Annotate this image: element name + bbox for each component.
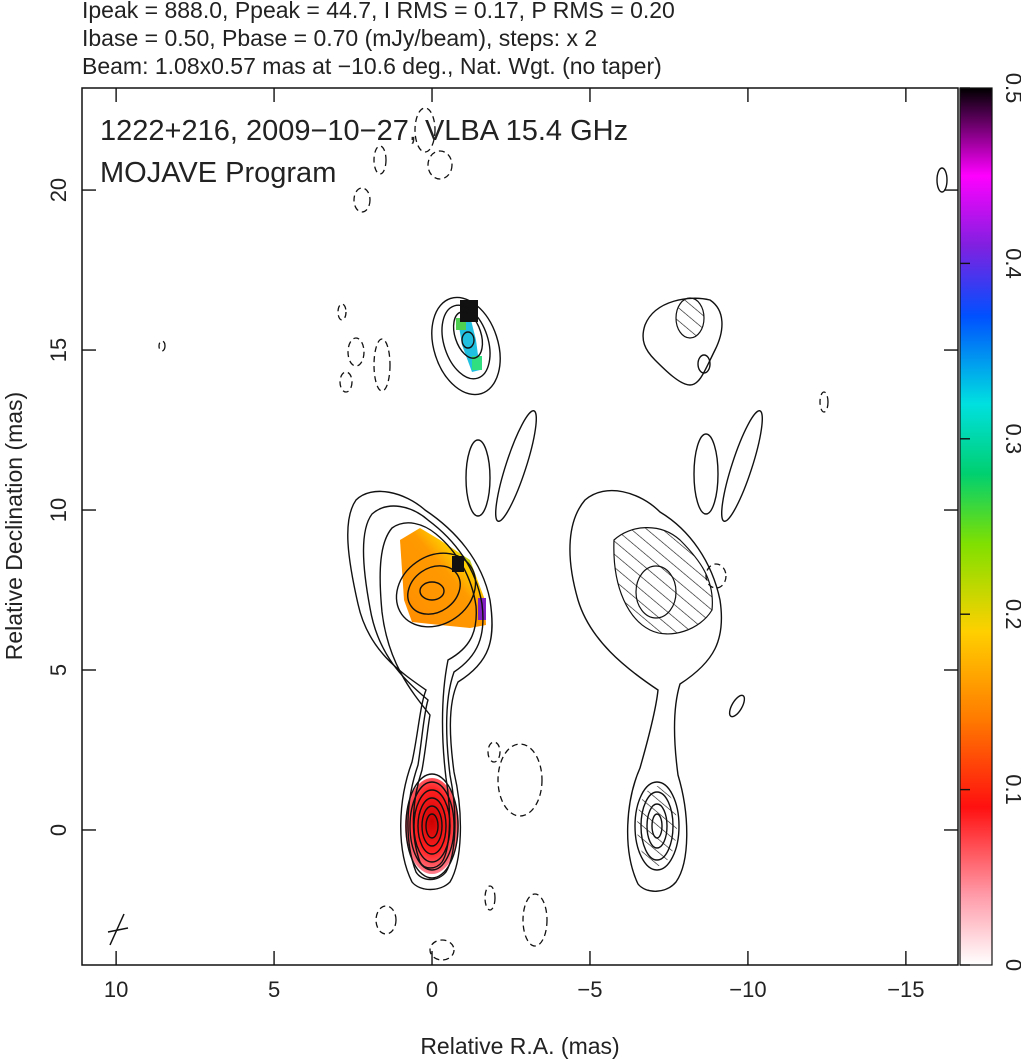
polarization-hatch <box>613 297 713 866</box>
x-tick-label: −5 <box>577 977 602 1002</box>
x-axis-label: Relative R.A. (mas) <box>420 1033 619 1059</box>
x-tick-label: 5 <box>268 977 280 1002</box>
colorbar-tick-label: 0.3 <box>1001 424 1021 455</box>
beam <box>107 913 129 946</box>
map-title: 1222+216, 2009−10−27, VLBA 15.4 GHz <box>100 115 628 147</box>
y-tick-label: 5 <box>46 664 71 676</box>
colorbar-tick-label: 0 <box>1001 959 1021 971</box>
x-tick-label: 10 <box>104 977 128 1002</box>
x-tick-label: 0 <box>426 977 438 1002</box>
colorbar-tick-label: 0.4 <box>1001 248 1021 279</box>
map-subtitle: MOJAVE Program <box>100 157 336 189</box>
y-tick-label: 10 <box>46 498 71 522</box>
y-tick-label: 15 <box>46 338 71 362</box>
y-axis-label: Relative Declination (mas) <box>1 392 27 660</box>
plot-frame <box>81 87 959 966</box>
colorbar-tick-label: 0.5 <box>1001 73 1021 104</box>
colorbar <box>959 87 993 966</box>
x-tick-label: −10 <box>729 977 766 1002</box>
header-line: Beam: 1.08x0.57 mas at −10.6 deg., Nat. … <box>82 53 662 79</box>
y-tick-label: 0 <box>46 824 71 836</box>
colorbar-tick-label: 0.1 <box>1001 774 1021 805</box>
colorbar-tick-label: 0.2 <box>1001 599 1021 630</box>
y-tick-label: 20 <box>46 178 71 202</box>
x-tick-label: −15 <box>887 977 924 1002</box>
header-line: Ibase = 0.50, Pbase = 0.70 (mJy/beam), s… <box>82 25 597 51</box>
negative-contours <box>158 107 829 961</box>
header-line: Ipeak = 888.0, Ppeak = 44.7, I RMS = 0.1… <box>82 0 675 23</box>
